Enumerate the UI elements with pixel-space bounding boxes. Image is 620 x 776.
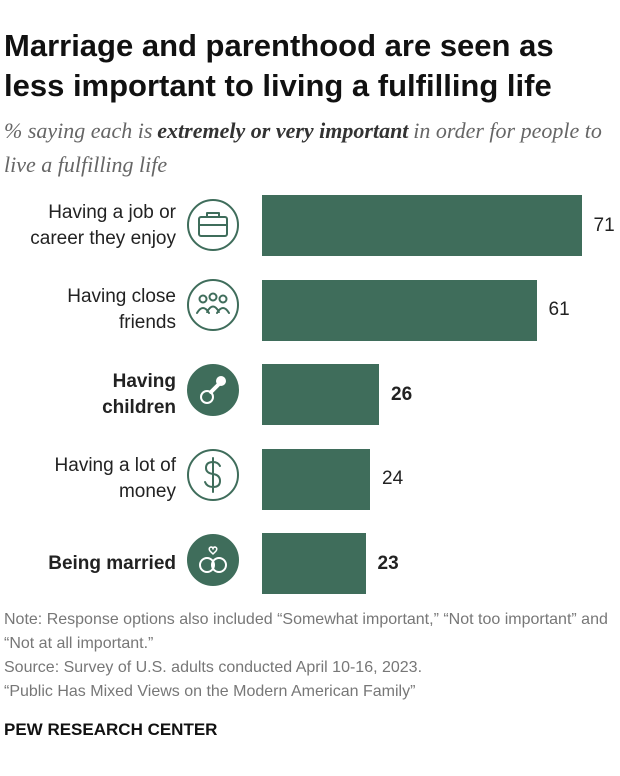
source-org: PEW RESEARCH CENTER — [4, 720, 218, 739]
value-label: 71 — [593, 214, 615, 236]
category-label: Having close friends — [67, 286, 176, 333]
chart-title: Marriage and parenthood are seen as less… — [4, 28, 554, 103]
subtitle-text: % saying each is — [4, 118, 153, 143]
category-label: Having a job or career they enjoy — [30, 201, 176, 249]
subtitle-emphasis: extremely or very important — [157, 118, 409, 143]
briefcase-icon — [187, 199, 239, 251]
subtitle-text: in order for people to live a fulfilling… — [4, 118, 602, 177]
value-label: 23 — [377, 552, 399, 574]
notes: Note: Response options also included “So… — [4, 608, 616, 704]
bar — [262, 533, 366, 594]
bar — [262, 279, 537, 341]
bar — [262, 364, 379, 425]
rings-icon — [187, 534, 239, 586]
note-line: Note: Response options also included “So… — [4, 611, 608, 652]
note-line: “Public Has Mixed Views on the Modern Am… — [4, 683, 416, 700]
bar — [262, 448, 370, 510]
value-label: 26 — [391, 383, 413, 405]
pacifier-icon — [187, 364, 239, 416]
dollar-icon — [187, 449, 239, 501]
bar — [262, 195, 582, 256]
value-label: 61 — [548, 299, 570, 320]
category-label: Being married — [48, 552, 176, 574]
subtitle: % saying each is extremely or very import… — [4, 114, 604, 182]
value-label: 24 — [382, 468, 404, 489]
friends-icon — [187, 279, 239, 331]
note-line: Source: Survey of U.S. adults conducted … — [4, 659, 423, 676]
category-label: Having a lot of money — [54, 455, 176, 502]
category-label: Having children — [102, 370, 176, 418]
